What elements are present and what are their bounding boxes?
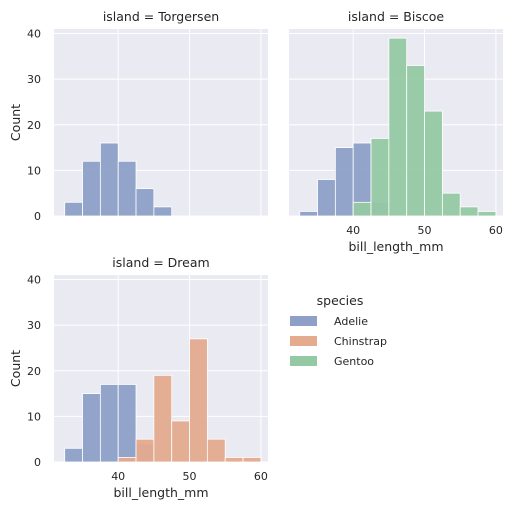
bar-adelie (99, 142, 119, 217)
panel-title: island = Biscoe (348, 9, 444, 24)
y-tick-label: 40 (27, 28, 41, 41)
x-tick-label: 50 (418, 224, 432, 237)
y-tick-label: 0 (34, 456, 41, 469)
bar-adelie (117, 160, 137, 217)
y-axis-label: Count (8, 104, 23, 141)
bar-chinstrap (135, 438, 155, 463)
legend-title: species (317, 293, 364, 308)
legend-swatch-chinstrap (290, 336, 317, 346)
legend-label-adelie: Adelie (334, 315, 368, 328)
bar-gentoo (441, 192, 461, 217)
bar-gentoo (424, 110, 443, 217)
bar-adelie (334, 147, 354, 217)
y-tick-label: 20 (27, 119, 41, 132)
y-tick-label: 0 (34, 210, 41, 223)
panel-title: island = Dream (112, 255, 209, 270)
bar-chinstrap (242, 457, 262, 463)
legend-label-chinstrap: Chinstrap (334, 335, 387, 348)
legend-swatch-adelie (290, 316, 317, 326)
facet-panel-2: island = Dream 0 10 20 30 40 40 50 60 Count bill_l… (8, 255, 268, 500)
bar-adelie (299, 211, 318, 217)
bar-gentoo (459, 206, 479, 217)
bar-adelie (82, 160, 101, 217)
bar-chinstrap (153, 374, 173, 463)
y-tick-label: 30 (27, 319, 41, 332)
y-tick-label: 20 (27, 365, 41, 378)
x-tick-label: 40 (111, 470, 125, 483)
bar-adelie (64, 201, 83, 217)
x-tick-label: 60 (254, 470, 268, 483)
x-tick-label: 40 (346, 224, 360, 237)
legend-swatch-gentoo (290, 356, 317, 366)
x-tick-label: 60 (489, 224, 503, 237)
bar-gentoo (370, 138, 390, 217)
y-tick-label: 10 (27, 410, 41, 423)
bar-adelie (117, 384, 137, 463)
legend: species Adelie Chinstrap Gentoo (290, 293, 387, 368)
y-tick-label: 40 (27, 274, 41, 287)
bar-adelie (153, 206, 173, 217)
x-axis-label: bill_length_mm (348, 239, 443, 254)
bar-gentoo (406, 65, 425, 217)
y-tick-label: 30 (27, 73, 41, 86)
facet-panel-0: island = Torgersen 0 10 20 30 40 Count (8, 9, 268, 223)
bar-gentoo (388, 37, 408, 217)
bar-chinstrap (206, 438, 226, 463)
facet-panel-1: island = Biscoe 40 50 60 bill_length_mm (289, 9, 503, 254)
bar-adelie (317, 179, 336, 217)
legend-label-gentoo: Gentoo (334, 355, 374, 368)
bar-chinstrap (224, 457, 244, 463)
x-tick-label: 50 (183, 470, 197, 483)
y-axis-label: Count (8, 350, 23, 387)
bar-chinstrap (171, 420, 190, 463)
x-axis-label: bill_length_mm (113, 485, 208, 500)
bar-adelie (82, 393, 101, 463)
panel-title: island = Torgersen (103, 9, 219, 24)
bar-adelie (64, 447, 83, 463)
y-tick-label: 10 (27, 164, 41, 177)
bar-gentoo (352, 201, 372, 217)
bar-adelie (135, 188, 155, 217)
bar-gentoo (477, 211, 497, 217)
bar-adelie (99, 384, 119, 463)
bar-chinstrap (189, 338, 208, 463)
bar-chinstrap (117, 457, 137, 463)
